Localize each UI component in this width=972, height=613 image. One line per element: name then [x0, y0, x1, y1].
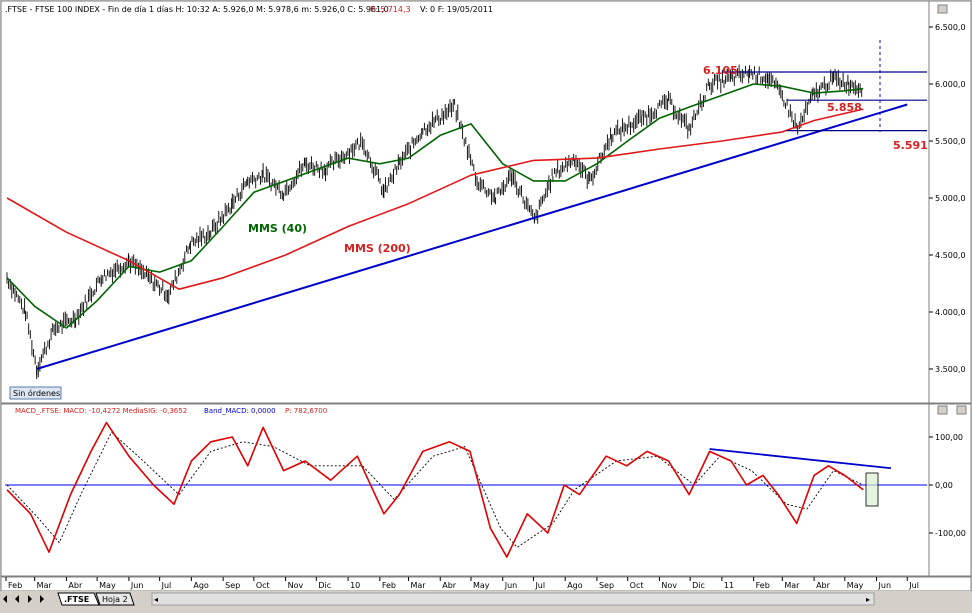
macd-header-band: Band_MACD: 0,0000 [204, 407, 276, 415]
mms200-label: MMS (200) [344, 242, 411, 255]
macd-panel [0, 403, 930, 577]
macd-header: MACD_.FTSE: MACD: -10,4272 MediaSIG: -0,… [15, 407, 187, 415]
level-mid-label: 5.858 [827, 101, 862, 114]
x-tick-label: Sep [599, 581, 614, 590]
x-tick-label: Jul [161, 581, 172, 590]
level-high-label: 6.105 [703, 64, 738, 77]
x-tick-label: Feb [382, 581, 396, 590]
price-tick-label: 6.000,0 [935, 80, 966, 89]
x-tick-label: Jul [908, 581, 919, 590]
x-tick-label: May [99, 581, 116, 590]
macd-highlight-box [865, 472, 879, 507]
price-tick-label: 5.500,0 [935, 137, 966, 146]
x-tick-label: Jun [504, 581, 518, 590]
x-tick-label: Ago [567, 581, 583, 590]
tab-ftse[interactable] [57, 592, 100, 606]
macd-tick-label: -100,00 [935, 529, 966, 538]
macd-header-p: P: 782,6700 [285, 407, 327, 415]
x-tick-label: Dic [318, 581, 331, 590]
tab-nav-buttons [3, 595, 44, 603]
macd-tick-label: 0,00 [935, 481, 953, 490]
macd-close-button[interactable] [956, 405, 967, 415]
macd-line [6, 421, 864, 558]
price-panel [0, 0, 930, 404]
price-header-p: P: 5.714,3 [370, 5, 411, 14]
x-tick-label: Abr [68, 581, 83, 590]
price-tick-label: 6.500,0 [935, 23, 966, 32]
x-tick-label: Feb [756, 581, 770, 590]
x-tick-label: 10 [350, 581, 360, 590]
level-low-label: 5.591 [893, 139, 928, 152]
panel-up-button[interactable] [937, 4, 948, 14]
first-sheet-icon[interactable] [3, 595, 7, 603]
price-tick-label: 4.000,0 [935, 308, 966, 317]
x-tick-label: 11 [724, 581, 734, 590]
x-tick-label: Abr [816, 581, 831, 590]
tab-hoja2[interactable] [95, 592, 135, 606]
x-tick-label: Mar [411, 581, 427, 590]
price-trendline [36, 103, 908, 370]
macd-up-button[interactable] [937, 405, 948, 415]
macd-trendline [709, 448, 891, 470]
price-header: .FTSE - FTSE 100 INDEX - Fin de día 1 dí… [5, 5, 389, 14]
prev-sheet-icon[interactable] [15, 595, 19, 603]
x-tick-label: Feb [8, 581, 22, 590]
x-tick-label: Nov [288, 581, 304, 590]
price-axis-panel [928, 0, 972, 404]
x-tick-label: Mar [37, 581, 53, 590]
x-tick-label: Jun [878, 581, 892, 590]
mms40-label: MMS (40) [248, 222, 307, 235]
x-tick-label: Nov [661, 581, 677, 590]
x-tick-label: May [847, 581, 864, 590]
x-tick-label: Mar [784, 581, 800, 590]
x-tick-label: Oct [256, 581, 270, 590]
x-tick-label: Dic [692, 581, 705, 590]
macd-tick-label: 100,00 [935, 433, 963, 442]
macd-axis-panel [928, 403, 972, 577]
orders-badge-label: Sin órdenes [13, 388, 60, 398]
orders-badge[interactable] [9, 386, 62, 400]
x-tick-label: Abr [442, 581, 457, 590]
price-header-tail: V: 0 F: 19/05/2011 [420, 5, 493, 14]
next-sheet-icon[interactable] [28, 595, 32, 603]
price-tick-label: 3.500,0 [935, 365, 966, 374]
tab-ftse-label: .FTSE [64, 595, 89, 604]
price-tick-label: 4.500,0 [935, 251, 966, 260]
price-tick-label: 5.000,0 [935, 194, 966, 203]
horizontal-scrollbar[interactable] [151, 592, 875, 606]
mms40-line [6, 83, 864, 329]
x-tick-label: May [473, 581, 490, 590]
scroll-right-icon[interactable]: ▸ [866, 595, 870, 604]
tab-hoja2-label: Hoja 2 [102, 595, 128, 604]
last-sheet-icon[interactable] [40, 595, 44, 603]
x-tick-label: Jul [534, 581, 545, 590]
x-tick-label: Ago [193, 581, 209, 590]
x-tick-label: Jun [130, 581, 144, 590]
x-tick-label: Sep [225, 581, 240, 590]
mms200-line [6, 108, 864, 291]
macd-signal-line [6, 431, 864, 548]
scroll-left-icon[interactable]: ◂ [154, 595, 158, 604]
x-tick-label: Oct [630, 581, 644, 590]
